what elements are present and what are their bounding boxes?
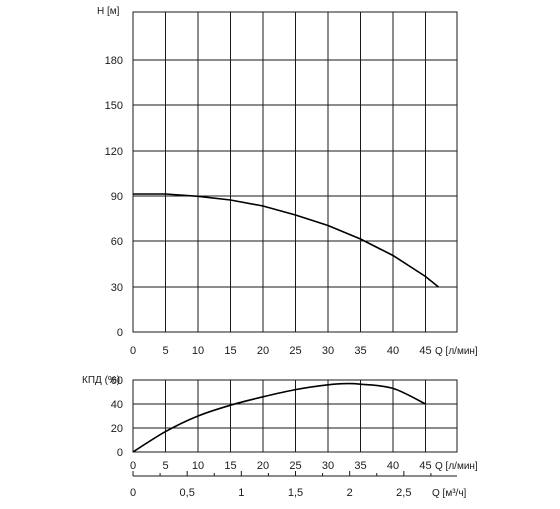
head-y-tick-label: 60 [111,236,123,248]
eff-y-tick-label: 40 [111,399,123,411]
head-y-axis-title: H [м] [97,6,120,17]
head-x-tick-label: 10 [192,345,204,357]
eff-y-tick-label: 20 [111,423,123,435]
flow-axis-tick-label: 2,5 [396,487,411,499]
flow-axis-tick-label: 1 [238,487,244,499]
efficiency-curve [132,382,426,453]
eff-x-axis-title: Q [л/мин] [435,461,478,472]
eff-x-tick-label: 40 [387,460,399,472]
eff-x-tick-label: 15 [224,460,236,472]
eff-y-tick-label: 60 [111,375,123,387]
head-x-tick-label: 0 [130,345,136,357]
head-x-axis-title: Q [л/мин] [435,346,478,357]
eff-x-tick-label: 5 [162,460,168,472]
head-x-tick-label: 45 [419,345,431,357]
flow-m3h-axis: 0 0,5 1 1,5 2 2,5 Q [м³/ч] [130,471,467,499]
head-y-tick-label: 180 [105,55,123,67]
head-chart-panel: 0 5 10 15 20 25 30 35 40 45 0 30 60 90 120 150 180 H [м] Q… [97,6,478,357]
eff-x-tick-label: 20 [257,460,269,472]
flow-axis-tick-label: 2 [347,487,353,499]
head-x-tick-label: 20 [257,345,269,357]
head-y-tick-label: 90 [111,191,123,203]
flow-axis-tick-label: 1,5 [288,487,303,499]
head-x-tick-label: 30 [322,345,334,357]
eff-x-tick-label: 10 [192,460,204,472]
eff-y-tick-label: 0 [117,447,123,459]
head-y-tick-label: 120 [105,146,123,158]
head-x-tick-label: 25 [289,345,301,357]
head-y-tick-label: 0 [117,327,123,339]
eff-x-tick-label: 45 [419,460,431,472]
eff-y-axis-title: КПД (%) [82,375,120,386]
head-curve [133,193,440,288]
flow-axis-tick-label: 0 [130,487,136,499]
eff-x-tick-label: 25 [289,460,301,472]
flow-axis-title: Q [м³/ч] [432,488,467,499]
head-y-tick-label: 30 [111,282,123,294]
head-x-tick-label: 5 [162,345,168,357]
eff-x-tick-label: 35 [354,460,366,472]
head-x-tick-label: 15 [224,345,236,357]
head-x-tick-label: 35 [354,345,366,357]
eff-x-tick-label: 30 [322,460,334,472]
head-y-tick-label: 150 [105,100,123,112]
flow-axis-tick-label: 0,5 [180,487,195,499]
eff-x-tick-label: 0 [130,460,136,472]
head-x-tick-label: 40 [387,345,399,357]
